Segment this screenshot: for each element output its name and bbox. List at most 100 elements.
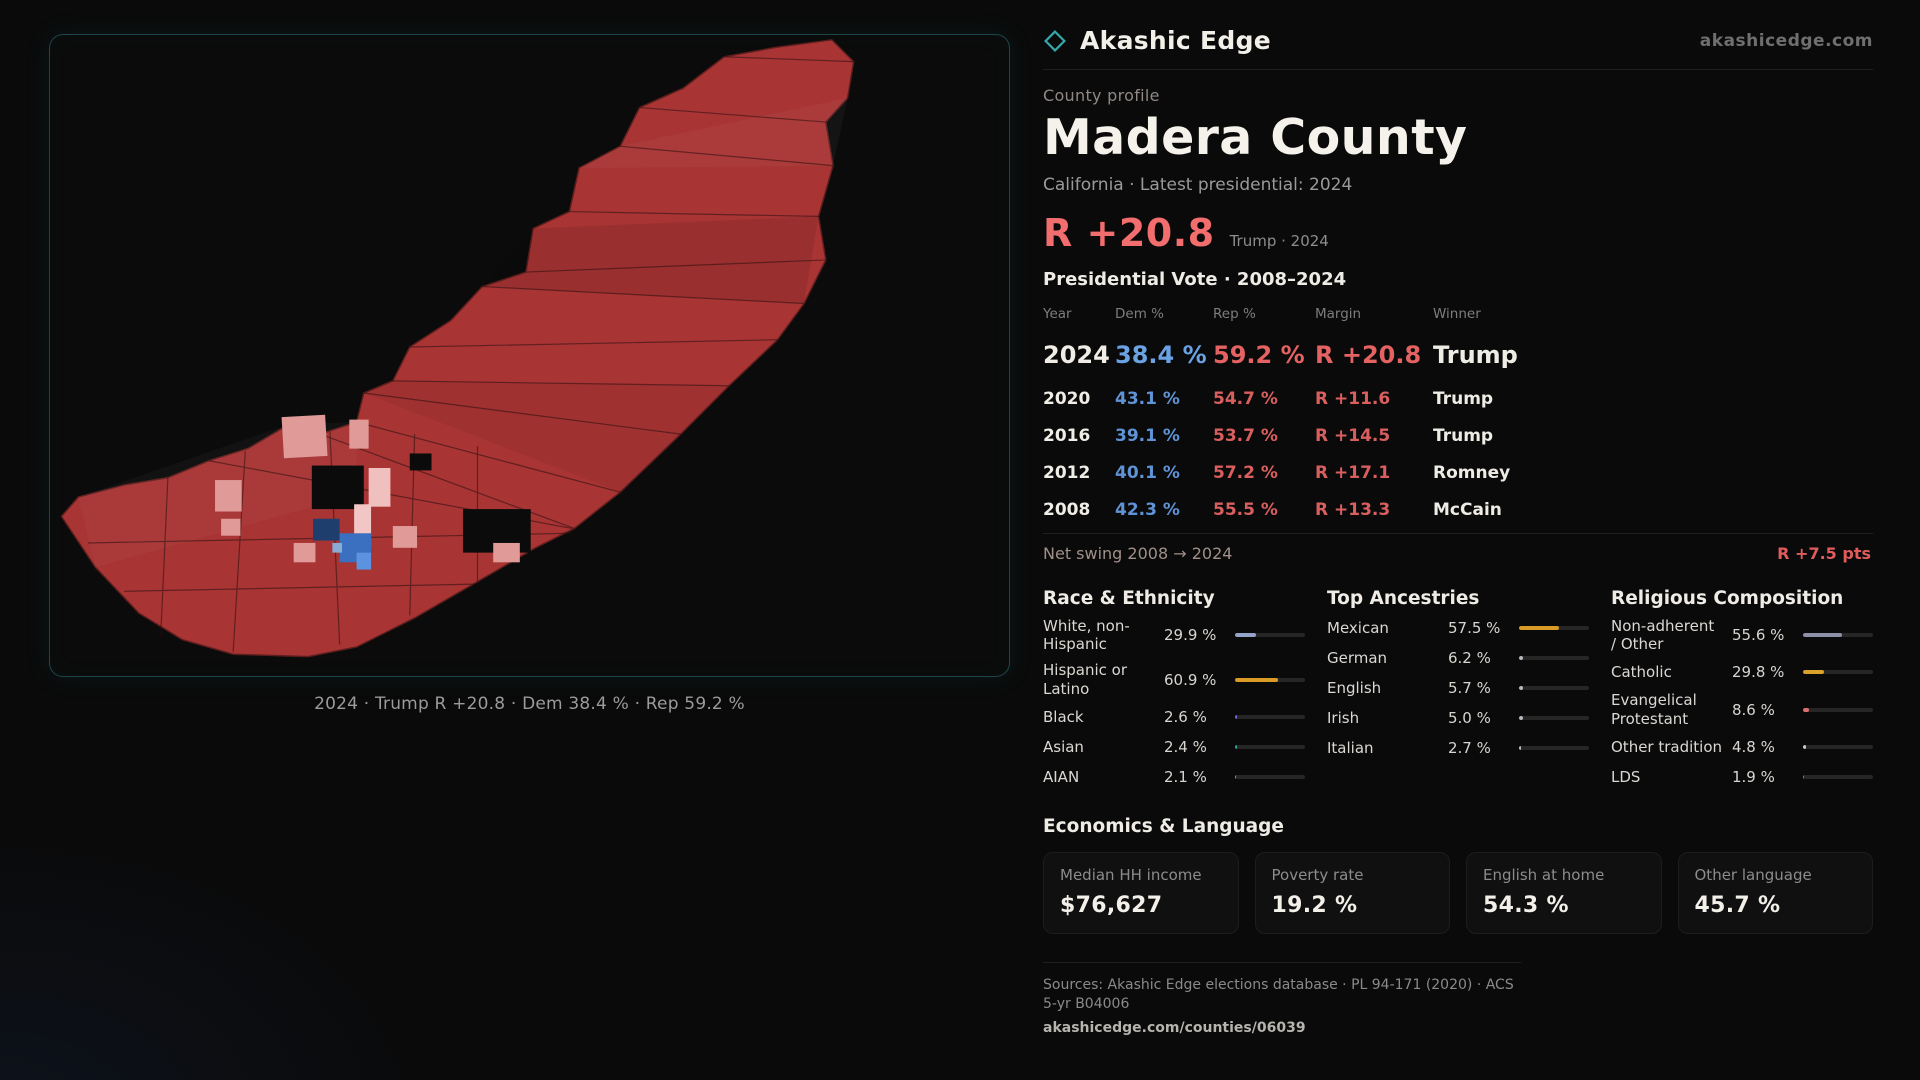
- vote-table: Year Dem % Rep % Margin Winner 2024 38.4…: [1043, 298, 1873, 529]
- vote-row: 2008 42.3 % 55.5 % R +13.3 McCain: [1043, 492, 1873, 529]
- demographic-bar-track: [1519, 745, 1589, 750]
- demographic-value: 57.5 %: [1448, 618, 1501, 637]
- religion-title: Religious Composition: [1611, 587, 1844, 609]
- demographic-bar-track: [1519, 715, 1589, 720]
- demographic-bar-fill: [1235, 633, 1256, 638]
- brand: Akashic Edge: [1043, 26, 1271, 55]
- demographic-bar-track: [1519, 625, 1589, 630]
- headline-margin-row: R +20.8 Trump · 2024: [1043, 211, 1873, 255]
- demographic-label: Black: [1043, 707, 1084, 726]
- demographic-label: Asian: [1043, 737, 1084, 756]
- footer: Sources: Akashic Edge elections database…: [1043, 962, 1521, 1038]
- vote-dem: 39.1 %: [1115, 425, 1180, 446]
- economics-stats: Median HH income $76,627 Poverty rate 19…: [1043, 852, 1873, 935]
- demographic-value: 6.2 %: [1448, 648, 1491, 667]
- demographic-row: Catholic 29.8 %: [1611, 661, 1873, 683]
- county-map-panel: [49, 34, 1010, 677]
- stat-value: $76,627: [1060, 893, 1163, 919]
- brand-name: Akashic Edge: [1080, 26, 1272, 55]
- vote-margin: R +14.5: [1315, 425, 1391, 446]
- demographic-bar-fill: [1519, 655, 1524, 660]
- col-margin: Margin: [1315, 305, 1362, 322]
- demographic-row: Mexican 57.5 %: [1327, 617, 1589, 639]
- permalink[interactable]: akashicedge.com/counties/06039: [1043, 1019, 1306, 1036]
- demographic-bar-fill: [1803, 633, 1842, 638]
- vote-winner: Trump: [1433, 340, 1518, 369]
- no-data-holes-layer: [311, 453, 531, 553]
- demographic-value: 2.7 %: [1448, 738, 1491, 757]
- demographic-bar-fill: [1803, 745, 1807, 750]
- demographic-bar-track: [1235, 715, 1305, 720]
- demographic-label: Mexican: [1327, 618, 1389, 637]
- demographic-bar-fill: [1803, 670, 1824, 675]
- stat-value: 45.7 %: [1694, 893, 1781, 919]
- kicker: County profile: [1043, 86, 1160, 105]
- demographic-row: Black 2.6 %: [1043, 706, 1305, 728]
- demographic-bar-fill: [1235, 775, 1237, 780]
- vote-year: 2016: [1043, 425, 1091, 446]
- demographic-value: 1.9 %: [1732, 768, 1775, 787]
- vote-winner: Trump: [1433, 425, 1494, 446]
- demographic-row: Non-adherent / Other 55.6 %: [1611, 617, 1873, 654]
- subtitle: California · Latest presidential: 2024: [1043, 174, 1353, 195]
- stat-label: Poverty rate: [1271, 866, 1364, 885]
- demographic-label: Evangelical Protestant: [1611, 691, 1697, 728]
- demographic-bar-track: [1803, 633, 1873, 638]
- demographic-row: German 6.2 %: [1327, 647, 1589, 669]
- demographic-bar-fill: [1519, 685, 1523, 690]
- stat-card: Other language 45.7 %: [1677, 852, 1873, 935]
- col-year: Year: [1043, 305, 1072, 322]
- demographic-bar-fill: [1235, 677, 1278, 682]
- vote-margin: R +11.6: [1315, 388, 1391, 409]
- demographic-bar-fill: [1519, 625, 1560, 630]
- demographic-bar-track: [1235, 633, 1305, 638]
- demographic-bar-track: [1803, 707, 1873, 712]
- vote-year: 2012: [1043, 462, 1091, 483]
- headline-note: Trump · 2024: [1229, 231, 1329, 250]
- demographic-bar-fill: [1519, 745, 1521, 750]
- vote-dem: 40.1 %: [1115, 462, 1180, 483]
- net-swing-label: Net swing 2008 → 2024: [1043, 543, 1233, 563]
- demographic-row: Other tradition 4.8 %: [1611, 736, 1873, 758]
- religion-rows: Non-adherent / Other 55.6 % Catholic 29.…: [1611, 617, 1873, 788]
- site-link[interactable]: akashicedge.com: [1699, 30, 1873, 51]
- demographic-label: Hispanic or Latino: [1043, 661, 1128, 698]
- race-rows: White, non-Hispanic 29.9 % Hispanic or L…: [1043, 617, 1305, 788]
- vote-margin: R +20.8: [1315, 340, 1422, 369]
- demographic-row: LDS 1.9 %: [1611, 766, 1873, 788]
- vote-rep: 53.7 %: [1213, 425, 1278, 446]
- demographic-bar-track: [1235, 677, 1305, 682]
- vote-rep: 59.2 %: [1213, 340, 1305, 369]
- demographic-value: 5.7 %: [1448, 678, 1491, 697]
- demographic-bar-fill: [1235, 745, 1237, 750]
- vote-year: 2008: [1043, 499, 1091, 520]
- vote-table-body: 2024 38.4 % 59.2 % R +20.8 Trump 2020 43…: [1043, 332, 1873, 529]
- demographic-value: 29.8 %: [1732, 663, 1785, 682]
- demographic-value: 55.6 %: [1732, 626, 1785, 645]
- race-column: Race & Ethnicity White, non-Hispanic 29.…: [1043, 578, 1305, 796]
- vote-row: 2020 43.1 % 54.7 % R +11.6 Trump: [1043, 381, 1873, 418]
- demographic-bar-fill: [1235, 715, 1237, 720]
- demographic-value: 2.4 %: [1164, 738, 1207, 757]
- col-winner: Winner: [1433, 305, 1481, 322]
- ancestries-title: Top Ancestries: [1327, 587, 1480, 609]
- demographic-label: Other tradition: [1611, 737, 1723, 756]
- demographic-value: 5.0 %: [1448, 708, 1491, 727]
- economics-title: Economics & Language: [1043, 816, 1284, 838]
- demographic-label: German: [1327, 648, 1388, 667]
- stat-value: 54.3 %: [1483, 893, 1569, 919]
- vote-table-title: Presidential Vote · 2008–2024: [1043, 268, 1347, 290]
- vote-row: 2024 38.4 % 59.2 % R +20.8 Trump: [1043, 332, 1873, 381]
- demographic-value: 4.8 %: [1732, 738, 1775, 757]
- demographic-bar-track: [1803, 775, 1873, 780]
- race-title: Race & Ethnicity: [1043, 587, 1215, 609]
- demographic-label: AIAN: [1043, 767, 1080, 786]
- ancestries-column: Top Ancestries Mexican 57.5 % German 6.2…: [1327, 578, 1589, 796]
- demographic-label: Catholic: [1611, 663, 1672, 682]
- headline-margin: R +20.8: [1043, 210, 1215, 255]
- stat-card: Median HH income $76,627: [1043, 852, 1239, 935]
- map-caption: 2024 · Trump R +20.8 · Dem 38.4 % · Rep …: [314, 694, 745, 714]
- ancestry-rows: Mexican 57.5 % German 6.2 % English 5.7 …: [1327, 617, 1589, 759]
- shade-variation-layer: [363, 97, 848, 493]
- demographic-label: English: [1327, 678, 1382, 697]
